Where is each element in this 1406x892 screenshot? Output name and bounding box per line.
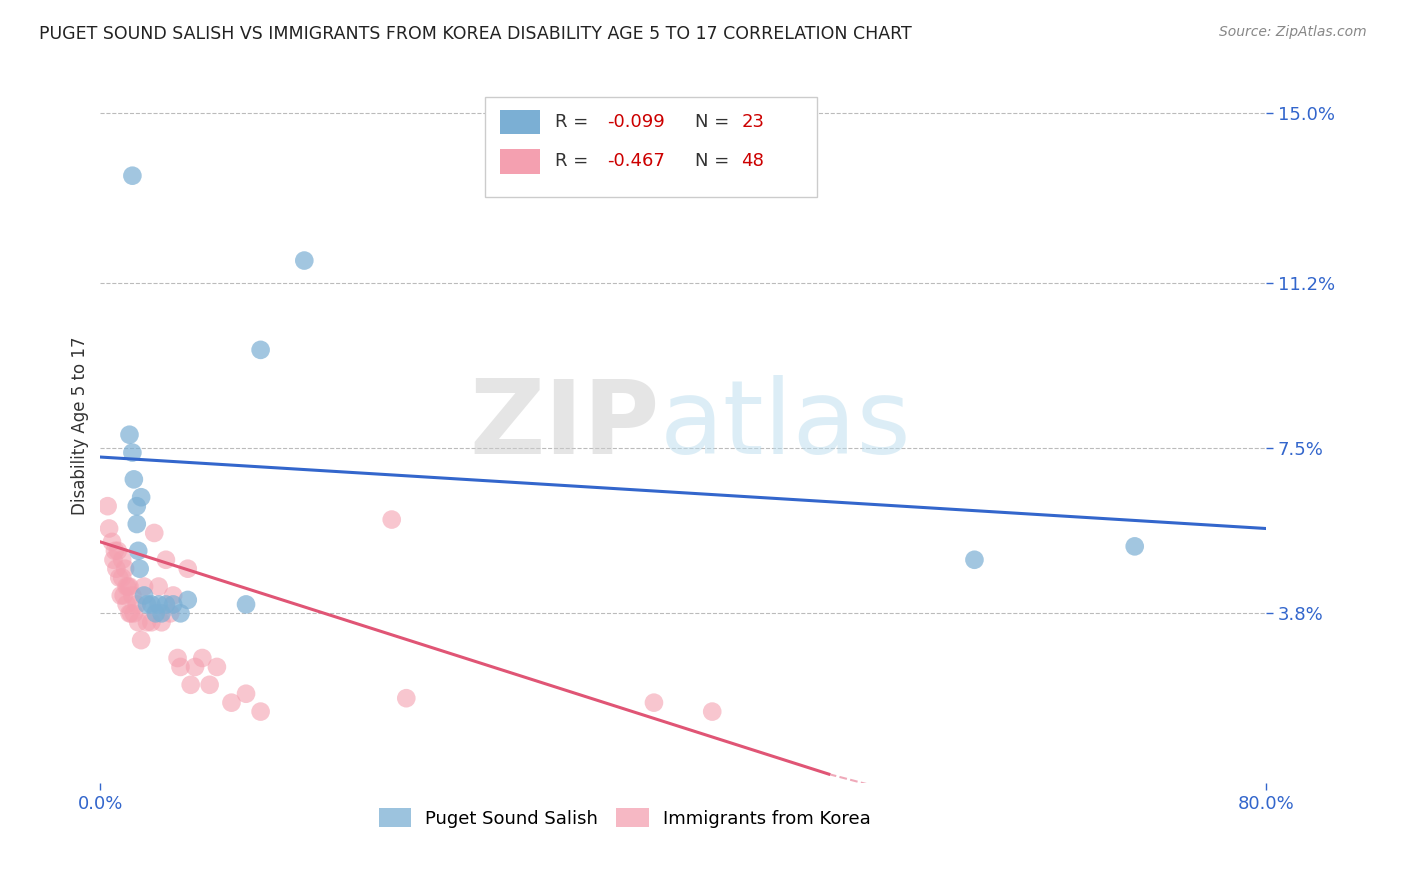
Point [104,544,127,558]
Point [122,472,145,486]
Point [132,589,155,603]
Point [125,598,148,612]
Point [205,660,228,674]
Legend: Puget Sound Salish, Immigrants from Korea: Puget Sound Salish, Immigrants from Kore… [371,801,879,835]
Point [221,696,243,710]
Point [162,598,184,612]
Point [129,490,152,504]
Point [118,580,141,594]
FancyBboxPatch shape [485,97,817,197]
Y-axis label: Disability Age 5 to 17: Disability Age 5 to 17 [72,336,89,515]
Point [114,562,136,576]
Point [112,589,135,603]
Point [184,660,207,674]
Point [191,651,214,665]
Text: R =: R = [555,153,593,170]
Point [129,633,152,648]
Point [103,553,125,567]
FancyBboxPatch shape [501,149,540,174]
Point [118,607,141,621]
Point [98,521,121,535]
Point [702,705,724,719]
Point [395,691,418,706]
Text: 48: 48 [741,153,765,170]
Text: R =: R = [555,113,593,131]
Point [111,553,134,567]
Point [136,615,159,630]
Point [177,562,200,576]
Text: 23: 23 [741,113,765,131]
Point [120,607,142,621]
Point [169,660,191,674]
Point [145,607,167,621]
Text: ZIP: ZIP [470,376,659,476]
FancyBboxPatch shape [501,110,540,135]
Point [169,607,191,621]
Point [141,615,163,630]
Point [118,427,141,442]
Point [249,343,271,357]
Point [128,562,150,576]
Point [132,580,155,594]
Point [111,571,134,585]
Point [105,562,128,576]
Point [155,553,177,567]
Point [117,580,139,594]
Point [963,553,986,567]
Point [101,535,124,549]
Text: N =: N = [695,113,735,131]
Point [107,544,129,558]
Text: atlas: atlas [659,376,911,476]
Point [292,253,315,268]
Point [115,598,138,612]
Point [235,598,257,612]
Point [166,651,188,665]
Point [136,598,159,612]
Point [143,525,166,540]
Point [115,580,138,594]
Point [155,598,177,612]
Point [162,589,184,603]
Point [127,544,149,558]
Point [125,499,148,513]
Point [235,687,257,701]
Point [1123,540,1146,554]
Point [121,169,143,183]
Point [110,589,132,603]
Point [150,615,173,630]
Point [121,445,143,459]
Point [150,607,173,621]
Point [198,678,221,692]
Point [180,678,202,692]
Point [141,598,163,612]
Point [127,615,149,630]
Text: -0.099: -0.099 [607,113,665,131]
Text: -0.467: -0.467 [607,153,665,170]
Text: N =: N = [695,153,735,170]
Point [249,705,271,719]
Text: PUGET SOUND SALISH VS IMMIGRANTS FROM KOREA DISABILITY AGE 5 TO 17 CORRELATION C: PUGET SOUND SALISH VS IMMIGRANTS FROM KO… [39,25,912,43]
Point [148,598,170,612]
Point [148,580,170,594]
Point [643,696,665,710]
Point [108,571,131,585]
Point [97,499,120,513]
Point [159,607,181,621]
Point [121,589,143,603]
Point [177,593,200,607]
Point [125,516,148,531]
Point [122,607,145,621]
Point [381,512,404,526]
Text: Source: ZipAtlas.com: Source: ZipAtlas.com [1219,25,1367,39]
